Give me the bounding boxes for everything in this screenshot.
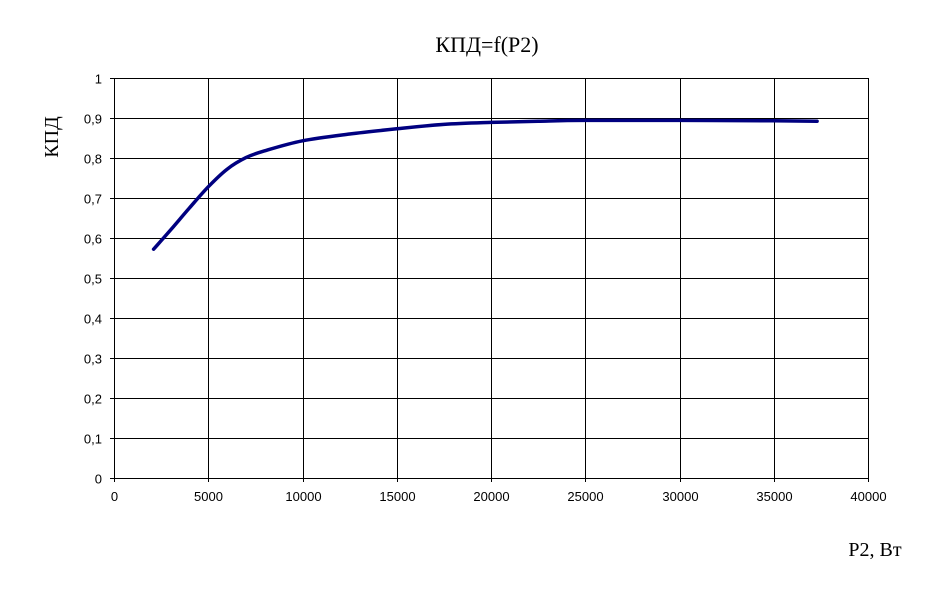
x-tick-label-6: 30000 xyxy=(662,489,698,504)
y-axis-title: КПД xyxy=(41,116,63,158)
y-tick-label-8: 0,8 xyxy=(84,152,102,167)
y-tick-label-0: 0 xyxy=(95,472,102,487)
y-tick-label-5: 0,5 xyxy=(84,272,102,287)
x-tick-label-0: 0 xyxy=(111,489,118,504)
x-tick-label-8: 40000 xyxy=(850,489,886,504)
x-tick-label-4: 20000 xyxy=(473,489,509,504)
x-tick-label-1: 5000 xyxy=(194,489,223,504)
series-line-0 xyxy=(151,118,819,251)
x-tick-label-5: 25000 xyxy=(567,489,603,504)
x-tick-label-7: 35000 xyxy=(756,489,792,504)
x-axis-title: P2, Вт xyxy=(848,539,901,561)
x-tick-label-2: 10000 xyxy=(285,489,321,504)
y-tick-label-7: 0,7 xyxy=(84,192,102,207)
y-tick-label-6: 0,6 xyxy=(84,232,102,247)
y-tick-label-1: 0,1 xyxy=(84,432,102,447)
y-tick-label-4: 0,4 xyxy=(84,312,102,327)
y-tick-label-10: 1 xyxy=(95,72,102,87)
chart-title: КПД=f(P2) xyxy=(435,32,538,57)
y-tick-label-2: 0,2 xyxy=(84,392,102,407)
plot-area: 0 0,1 0,2 0,3 0,4 0,5 0,6 0,7 0,8 0,9 1 0 5000 10000 1… xyxy=(84,72,887,505)
y-tick-label-9: 0,9 xyxy=(84,112,102,127)
y-tick-label-3: 0,3 xyxy=(84,352,102,367)
x-tick-label-3: 15000 xyxy=(379,489,415,504)
